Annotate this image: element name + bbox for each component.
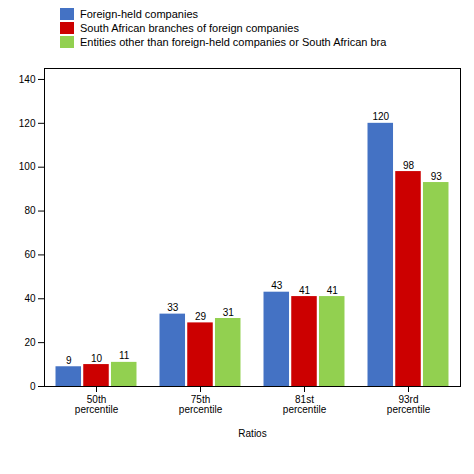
svg-text:120: 120 bbox=[372, 111, 389, 122]
svg-text:33: 33 bbox=[167, 302, 179, 313]
svg-text:98: 98 bbox=[403, 160, 415, 171]
svg-text:81stpercentile: 81stpercentile bbox=[283, 394, 327, 415]
svg-text:41: 41 bbox=[299, 285, 311, 296]
svg-text:140: 140 bbox=[19, 74, 36, 85]
svg-text:100: 100 bbox=[19, 161, 36, 172]
svg-text:93rdpercentile: 93rdpercentile bbox=[387, 394, 431, 415]
html-text:South African branches of fore: South African branches of foreign compan… bbox=[80, 22, 299, 34]
svg-text:60: 60 bbox=[24, 249, 36, 260]
svg-text:20: 20 bbox=[24, 337, 36, 348]
svg-text:75thpercentile: 75thpercentile bbox=[179, 394, 223, 415]
svg-text:29: 29 bbox=[195, 311, 207, 322]
svg-text:41: 41 bbox=[327, 285, 339, 296]
svg-text:120: 120 bbox=[19, 118, 36, 129]
svg-text:93: 93 bbox=[431, 171, 443, 182]
svg-text:50thpercentile: 50thpercentile bbox=[75, 394, 119, 415]
svg-text:31: 31 bbox=[223, 307, 235, 318]
svg-text:40: 40 bbox=[24, 293, 36, 304]
html-text:Foreign-held companies: Foreign-held companies bbox=[80, 8, 198, 20]
svg-text:10: 10 bbox=[91, 353, 103, 364]
svg-text:Ratios: Ratios bbox=[238, 428, 266, 439]
svg-text:9: 9 bbox=[66, 355, 72, 366]
svg-text:11: 11 bbox=[119, 350, 130, 361]
svg-text:80: 80 bbox=[24, 205, 36, 216]
svg-text:0: 0 bbox=[30, 381, 36, 392]
html-text:Entities other than foreign-he: Entities other than foreign-held compani… bbox=[80, 36, 387, 48]
svg-text:43: 43 bbox=[271, 280, 283, 291]
